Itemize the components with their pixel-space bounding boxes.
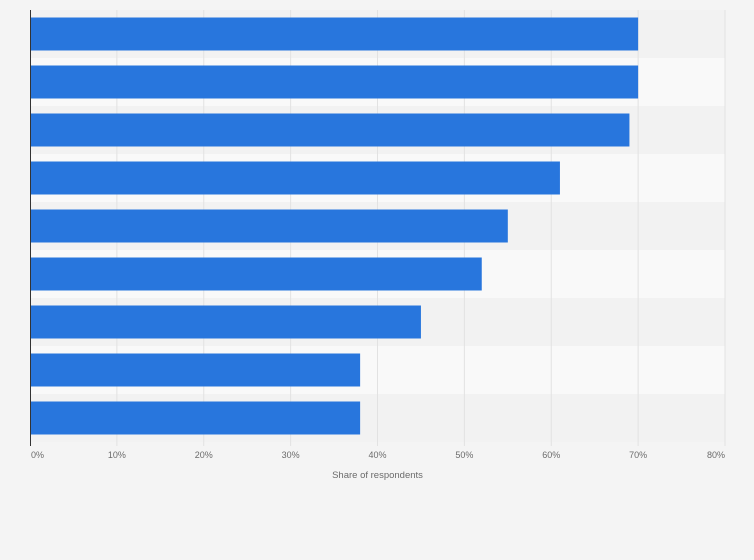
x-tick-label: 70%: [629, 450, 647, 460]
x-tick-label: 60%: [542, 450, 560, 460]
bar: [30, 65, 639, 99]
x-tick-label: 0%: [31, 450, 44, 460]
x-tick-label: 10%: [108, 450, 126, 460]
bars: [30, 17, 639, 435]
bar: [30, 17, 639, 51]
x-tick-label: 50%: [455, 450, 473, 460]
x-tick-label: 80%: [707, 450, 725, 460]
x-tick-label: 20%: [195, 450, 213, 460]
x-tick-labels: 0% 10% 20% 30% 40% 50% 60% 70% 80%: [31, 450, 725, 460]
bar: [30, 401, 361, 435]
x-tick-label: 40%: [368, 450, 386, 460]
bar: [30, 209, 508, 243]
bar: [30, 161, 560, 195]
bar: [30, 257, 482, 291]
bar: [30, 113, 630, 147]
x-tick-label: 30%: [282, 450, 300, 460]
bar: [30, 353, 361, 387]
bar: [30, 305, 421, 339]
x-axis-title: Share of respondents: [332, 470, 423, 481]
